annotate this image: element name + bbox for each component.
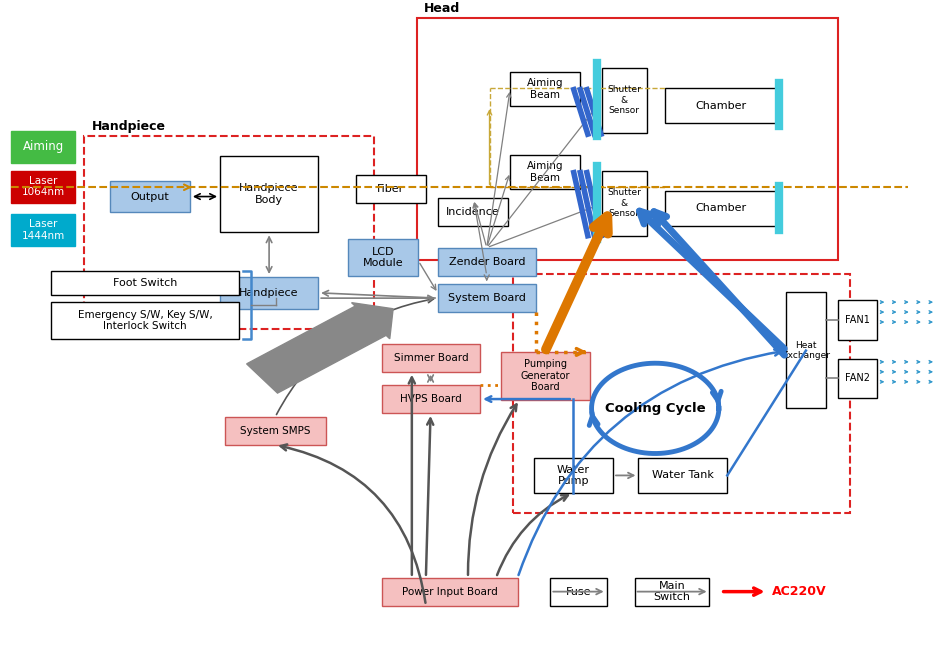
Text: Shutter
&
Sensor: Shutter & Sensor bbox=[607, 189, 641, 218]
FancyBboxPatch shape bbox=[51, 302, 239, 339]
FancyBboxPatch shape bbox=[665, 88, 777, 123]
Text: Chamber: Chamber bbox=[695, 100, 746, 111]
Text: Foot Switch: Foot Switch bbox=[113, 278, 177, 288]
FancyBboxPatch shape bbox=[602, 68, 647, 133]
FancyBboxPatch shape bbox=[11, 171, 75, 203]
Text: Shutter
&
Sensor: Shutter & Sensor bbox=[607, 86, 641, 115]
Text: Aiming
Beam: Aiming Beam bbox=[527, 78, 563, 100]
Text: Laser
1444nm: Laser 1444nm bbox=[22, 219, 65, 240]
FancyBboxPatch shape bbox=[220, 156, 318, 232]
FancyBboxPatch shape bbox=[348, 239, 418, 276]
Text: Water
Pump: Water Pump bbox=[557, 465, 590, 486]
FancyBboxPatch shape bbox=[51, 271, 239, 295]
Text: HVPS Board: HVPS Board bbox=[401, 394, 461, 404]
FancyBboxPatch shape bbox=[786, 292, 826, 408]
Text: FAN2: FAN2 bbox=[845, 373, 870, 384]
Text: System SMPS: System SMPS bbox=[240, 426, 311, 436]
Text: System Board: System Board bbox=[448, 293, 526, 303]
FancyBboxPatch shape bbox=[510, 72, 580, 106]
FancyBboxPatch shape bbox=[11, 214, 75, 246]
Text: Head: Head bbox=[424, 1, 461, 15]
Text: Main
Switch: Main Switch bbox=[653, 581, 691, 602]
Text: Fuse: Fuse bbox=[565, 586, 592, 597]
Text: Heat
Exchanger: Heat Exchanger bbox=[782, 341, 830, 360]
FancyBboxPatch shape bbox=[11, 131, 75, 163]
FancyBboxPatch shape bbox=[534, 458, 613, 493]
Text: Pumping
Generator
Board: Pumping Generator Board bbox=[520, 359, 570, 392]
Text: Aiming
Beam: Aiming Beam bbox=[527, 161, 563, 183]
Text: FAN1: FAN1 bbox=[845, 315, 870, 325]
FancyArrow shape bbox=[247, 303, 393, 393]
Text: Aiming: Aiming bbox=[22, 140, 64, 153]
Text: AC220V: AC220V bbox=[772, 585, 826, 598]
FancyBboxPatch shape bbox=[382, 385, 480, 413]
FancyBboxPatch shape bbox=[356, 175, 426, 203]
FancyBboxPatch shape bbox=[638, 458, 727, 493]
FancyBboxPatch shape bbox=[438, 248, 536, 276]
FancyBboxPatch shape bbox=[501, 352, 590, 400]
Text: Handpiece: Handpiece bbox=[240, 288, 299, 298]
Text: Simmer Board: Simmer Board bbox=[394, 353, 468, 363]
FancyBboxPatch shape bbox=[838, 300, 877, 340]
Text: Output: Output bbox=[131, 191, 169, 202]
FancyBboxPatch shape bbox=[382, 578, 518, 606]
FancyBboxPatch shape bbox=[220, 277, 318, 309]
Text: Chamber: Chamber bbox=[695, 203, 746, 214]
FancyBboxPatch shape bbox=[438, 198, 508, 226]
Text: Laser
1064nm: Laser 1064nm bbox=[22, 176, 65, 197]
FancyBboxPatch shape bbox=[550, 578, 607, 606]
Text: LCD
Module: LCD Module bbox=[363, 246, 403, 268]
Text: Incidence: Incidence bbox=[446, 207, 500, 217]
FancyBboxPatch shape bbox=[225, 417, 326, 445]
Text: Emergency S/W, Key S/W,
Interlock Switch: Emergency S/W, Key S/W, Interlock Switch bbox=[78, 309, 212, 331]
FancyBboxPatch shape bbox=[602, 171, 647, 236]
FancyBboxPatch shape bbox=[635, 578, 709, 606]
Text: Cooling Cycle: Cooling Cycle bbox=[605, 402, 706, 415]
FancyBboxPatch shape bbox=[438, 284, 536, 312]
Text: Water Tank: Water Tank bbox=[651, 470, 714, 481]
FancyBboxPatch shape bbox=[510, 155, 580, 189]
Text: Handpiece: Handpiece bbox=[92, 120, 166, 133]
FancyBboxPatch shape bbox=[382, 344, 480, 372]
Text: Handpiece
Body: Handpiece Body bbox=[240, 183, 299, 205]
FancyBboxPatch shape bbox=[665, 191, 777, 226]
Text: Power Input Board: Power Input Board bbox=[402, 586, 498, 597]
FancyBboxPatch shape bbox=[838, 359, 877, 398]
Text: Zender Board: Zender Board bbox=[449, 256, 525, 267]
Text: Fiber: Fiber bbox=[377, 183, 404, 194]
FancyBboxPatch shape bbox=[110, 181, 190, 212]
